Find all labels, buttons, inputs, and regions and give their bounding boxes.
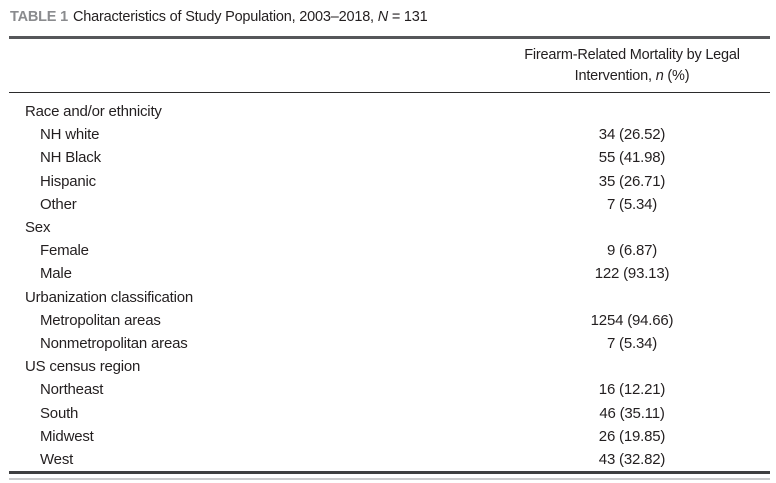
- row-value: 43 (32.82): [598, 450, 666, 468]
- table-section-row: Race and/or ethnicity: [9, 100, 770, 123]
- row-value: 7 (5.34): [606, 334, 658, 352]
- row-value: 26 (19.85): [598, 427, 666, 445]
- table-row: Other 7 (5.34): [9, 193, 770, 216]
- table-row: Nonmetropolitan areas 7 (5.34): [9, 332, 770, 355]
- table-row: NH Black 55 (41.98): [9, 146, 770, 169]
- table-row: NH white 34 (26.52): [9, 123, 770, 146]
- row-label: South: [40, 404, 79, 422]
- row-label: Nonmetropolitan areas: [40, 334, 188, 352]
- table-row: Metropolitan areas 1254 (94.66): [9, 309, 770, 332]
- row-value: 122 (93.13): [594, 265, 670, 283]
- row-label: Urbanization classification: [25, 288, 194, 306]
- header-line2-text: Intervention,: [574, 67, 656, 84]
- row-label: NH Black: [40, 149, 101, 167]
- caption-n-italic: N: [377, 9, 388, 25]
- table-row: Midwest 26 (19.85): [9, 425, 770, 448]
- table-number-label: TABLE 1: [10, 9, 68, 25]
- row-value: 9 (6.87): [606, 242, 658, 260]
- header-line2-suffix: (%): [663, 67, 690, 84]
- table-row: West 43 (32.82): [9, 448, 770, 471]
- bottom-rule-gray: [9, 477, 770, 480]
- column-header-row: Firearm-Related Mortality by Legal Inter…: [9, 39, 770, 92]
- value-column-header: Firearm-Related Mortality by Legal Inter…: [502, 45, 762, 92]
- caption-text: Characteristics of Study Population, 200…: [72, 9, 378, 25]
- row-label: West: [40, 450, 74, 468]
- row-label: US census region: [25, 358, 141, 376]
- row-value: 1254 (94.66): [590, 311, 674, 329]
- row-label: Race and/or ethnicity: [25, 103, 162, 121]
- table-row: Male 122 (93.13): [9, 262, 770, 285]
- table-section-row: US census region: [9, 355, 770, 378]
- row-value: 35 (26.71): [598, 172, 666, 190]
- table-row: Hispanic 35 (26.71): [9, 170, 770, 193]
- header-rule: [9, 91, 770, 93]
- header-n-italic: n: [655, 67, 664, 84]
- value-column-header-line1: Firearm-Related Mortality by Legal: [524, 46, 740, 63]
- table-section-row: Urbanization classification: [9, 286, 770, 309]
- table-inner: TABLE 1 Characteristics of Study Populati…: [9, 0, 770, 480]
- row-label: Northeast: [40, 381, 104, 399]
- table-row: Northeast 16 (12.21): [9, 378, 770, 401]
- table-caption: TABLE 1 Characteristics of Study Populati…: [9, 0, 770, 36]
- row-label: Hispanic: [40, 172, 96, 190]
- table-row: Female 9 (6.87): [9, 239, 770, 262]
- bottom-rule-dark: [9, 471, 770, 474]
- row-label: Sex: [25, 219, 51, 237]
- row-label: Metropolitan areas: [40, 311, 161, 329]
- row-value: 7 (5.34): [606, 195, 658, 213]
- row-label: Midwest: [40, 427, 94, 445]
- row-label: Male: [40, 265, 72, 283]
- table-section-row: Sex: [9, 216, 770, 239]
- row-value: 46 (35.11): [599, 404, 665, 422]
- table-row: South 46 (35.11): [9, 401, 770, 424]
- top-rule: [9, 36, 770, 39]
- caption-n-value: = 131: [388, 9, 428, 25]
- row-label: Female: [40, 242, 89, 260]
- table-body: Race and/or ethnicity NH white 34 (26.52) N…: [9, 93, 770, 471]
- row-value: 34 (26.52): [598, 126, 666, 144]
- row-label: NH white: [40, 126, 100, 144]
- row-label: Other: [40, 195, 77, 213]
- row-value: 55 (41.98): [598, 149, 666, 167]
- row-value: 16 (12.21): [598, 381, 666, 399]
- value-column-header-line2: Intervention, n (%): [502, 66, 762, 87]
